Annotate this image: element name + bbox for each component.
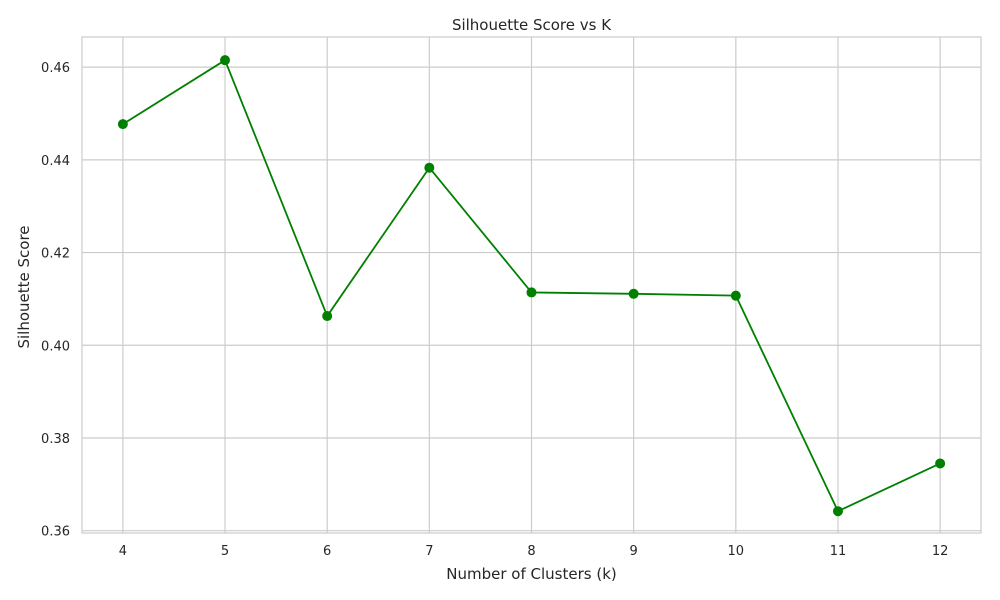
data-point-k4 [117, 119, 128, 130]
data-point-k9 [628, 288, 639, 299]
y-tick-label: 0.42 [41, 247, 70, 262]
x-tick-label: 6 [323, 544, 331, 559]
y-tick-label: 0.38 [41, 432, 70, 447]
x-tick-label: 8 [527, 544, 535, 559]
x-tick-label: 9 [630, 544, 638, 559]
x-tick-label: 5 [221, 544, 229, 559]
y-tick-label: 0.46 [41, 61, 70, 76]
data-point-k11 [832, 506, 843, 517]
x-tick-label: 12 [932, 544, 949, 559]
data-point-k8 [526, 287, 537, 298]
x-axis-label: Number of Clusters (k) [446, 565, 616, 583]
y-tick-label: 0.36 [41, 525, 70, 540]
x-tick-label: 10 [728, 544, 745, 559]
chart-title: Silhouette Score vs K [452, 16, 612, 34]
grid [82, 37, 981, 533]
series-layer [117, 55, 946, 517]
plot-area-frame [81, 36, 982, 534]
data-point-k12 [935, 458, 946, 469]
x-tick-label: 4 [119, 544, 127, 559]
data-point-k6 [322, 311, 333, 322]
x-tick-label: 11 [830, 544, 847, 559]
data-point-k5 [220, 55, 231, 66]
data-point-k10 [730, 290, 741, 301]
x-tick-label: 7 [425, 544, 433, 559]
tick-labels: 4 5 6 7 8 9 10 11 12 0.36 0.38 0.40 0.42 0.44 0.46 [41, 61, 948, 559]
y-tick-label: 0.40 [41, 339, 70, 354]
data-point-k7 [424, 162, 435, 173]
y-axis-label: Silhouette Score [15, 225, 33, 348]
y-tick-label: 0.44 [41, 154, 70, 169]
